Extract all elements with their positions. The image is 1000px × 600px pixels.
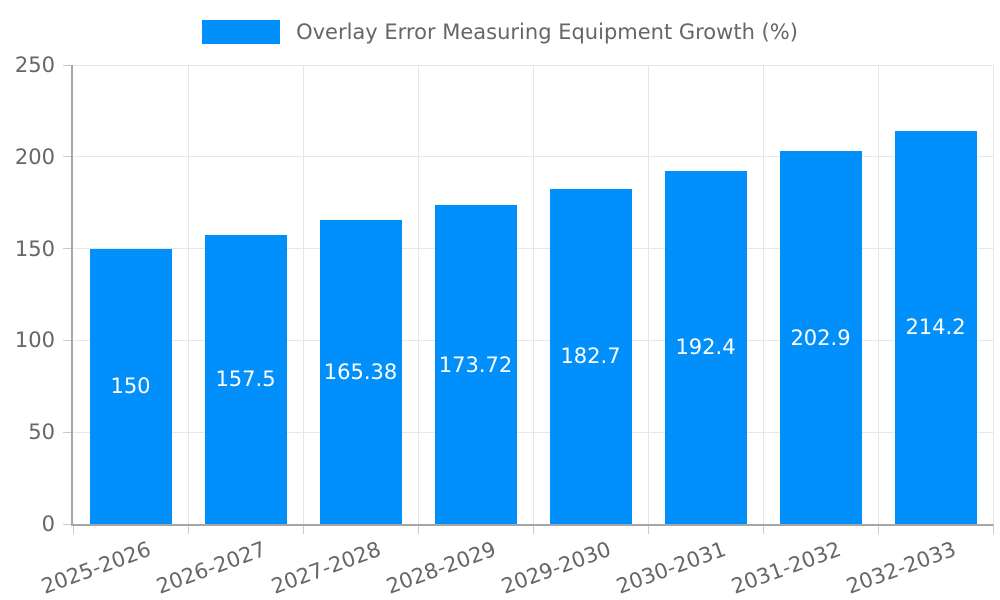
x-axis-tick [992, 524, 994, 534]
bar[interactable]: 165.38 [319, 220, 402, 524]
gridline-vertical [532, 65, 534, 524]
bar[interactable]: 157.5 [204, 234, 287, 524]
y-axis-tick [63, 431, 73, 433]
x-axis-tick [72, 524, 74, 534]
gridline-vertical [762, 65, 764, 524]
x-axis-line [71, 524, 993, 526]
y-axis-tick-label: 0 [41, 512, 55, 536]
x-axis-tick [187, 524, 189, 534]
gridline-vertical [647, 65, 649, 524]
x-axis-tick-label: 2027-2028 [268, 536, 385, 599]
gridline-vertical [417, 65, 419, 524]
gridline-vertical [302, 65, 304, 524]
x-axis-tick [762, 524, 764, 534]
y-axis-tick [63, 248, 73, 250]
bar-value-label: 202.9 [790, 325, 851, 350]
y-axis-tick [63, 339, 73, 341]
x-axis-tick-label: 2030-2031 [613, 536, 730, 599]
bar[interactable]: 214.2 [894, 130, 977, 524]
bar[interactable]: 182.7 [549, 188, 632, 524]
bar-value-label: 192.4 [675, 335, 736, 360]
gridline-vertical [187, 65, 189, 524]
y-axis-tick [63, 523, 73, 525]
bar-value-label: 157.5 [215, 367, 276, 392]
bar-value-label: 150 [110, 374, 151, 399]
x-axis-tick-label: 2031-2032 [728, 536, 845, 599]
chart-legend[interactable]: Overlay Error Measuring Equipment Growth… [0, 20, 1000, 44]
gridline-vertical [992, 65, 994, 524]
x-axis-tick [302, 524, 304, 534]
x-axis-tick-label: 2032-2033 [843, 536, 960, 599]
x-axis-tick-label: 2028-2029 [383, 536, 500, 599]
bar-value-label: 165.38 [323, 360, 398, 385]
x-axis-tick-label: 2026-2027 [153, 536, 270, 599]
legend-swatch [202, 20, 281, 44]
x-axis-tick-label: 2029-2030 [498, 536, 615, 599]
bar-value-label: 182.7 [560, 344, 621, 369]
x-axis-tick [532, 524, 534, 534]
y-axis-tick-label: 50 [28, 420, 55, 445]
bar[interactable]: 150 [89, 248, 172, 524]
y-axis-tick [63, 156, 73, 158]
bar[interactable]: 173.72 [434, 205, 517, 524]
x-axis-tick [647, 524, 649, 534]
bar-value-label: 214.2 [905, 315, 966, 340]
bar[interactable]: 192.4 [664, 170, 747, 524]
x-axis-tick [877, 524, 879, 534]
bar-value-label: 173.72 [438, 352, 513, 377]
y-axis-tick-label: 100 [14, 328, 55, 353]
y-axis-tick-label: 150 [14, 236, 55, 261]
x-axis-tick-label: 2025-2026 [38, 536, 155, 599]
legend-label: Overlay Error Measuring Equipment Growth… [296, 20, 798, 44]
bar[interactable]: 202.9 [779, 151, 862, 524]
y-axis-line [71, 65, 73, 524]
y-axis-tick-label: 250 [14, 53, 55, 77]
gridline-vertical [877, 65, 879, 524]
y-axis-tick [63, 64, 73, 66]
y-axis-tick-label: 200 [14, 144, 55, 169]
x-axis-tick [417, 524, 419, 534]
